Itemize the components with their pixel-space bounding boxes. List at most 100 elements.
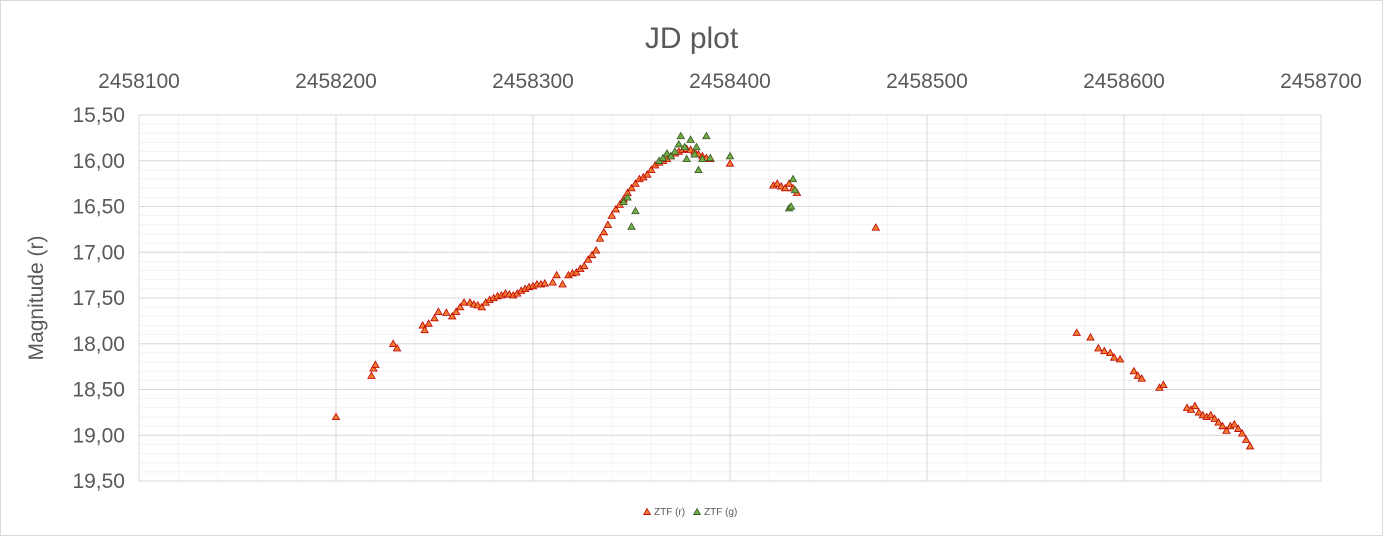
data-point (473, 300, 483, 309)
data-point (623, 192, 632, 201)
data-point (424, 319, 433, 327)
data-point (627, 183, 636, 192)
data-point (603, 220, 613, 228)
data-point (1241, 435, 1251, 443)
data-point (1086, 332, 1095, 341)
y-tick-label: 18,50 (72, 379, 125, 402)
y-tick-label: 19,00 (72, 424, 125, 447)
data-point (627, 222, 636, 230)
data-point (790, 185, 800, 194)
data-point (1094, 343, 1103, 352)
data-point (607, 211, 617, 219)
data-point (572, 267, 581, 276)
data-point (611, 204, 621, 213)
data-point (1105, 348, 1115, 357)
y-axis-tick-labels: 15,50 16,00 16,50 17,00 17,50 18,00 18,50 19,00… (72, 104, 125, 493)
chart-title: JD plot (644, 22, 739, 55)
data-point (1186, 405, 1196, 413)
data-point (642, 170, 652, 178)
data-point (451, 307, 461, 315)
data-point (455, 302, 465, 311)
data-point (369, 364, 378, 372)
y-tick-label: 17,50 (72, 287, 125, 310)
data-point (331, 412, 341, 421)
data-point (1218, 421, 1227, 430)
data-point (1072, 328, 1082, 336)
data-point (1237, 429, 1247, 437)
x-tick-label: 2458100 (98, 70, 180, 93)
data-point (646, 165, 656, 174)
data-point (694, 165, 703, 174)
data-point (442, 308, 451, 316)
data-point (690, 149, 699, 158)
legend: ZTF (r) ZTF (g) (642, 507, 737, 518)
x-tick-label: 2458700 (1280, 70, 1362, 93)
legend-marker (642, 507, 652, 515)
data-point (788, 174, 798, 183)
data-point (1194, 407, 1204, 416)
y-tick-label: 16,50 (72, 196, 125, 219)
data-point (776, 181, 786, 190)
series-ztf-g (619, 131, 800, 230)
data-point (371, 360, 380, 368)
data-point (619, 197, 628, 206)
data-point (1109, 353, 1119, 361)
data-point (1222, 426, 1231, 434)
legend-label: ZTF (r) (654, 507, 685, 518)
data-point (706, 153, 715, 162)
x-tick-label: 2458600 (1083, 70, 1165, 93)
x-tick-label: 2458200 (295, 70, 377, 93)
data-point (367, 371, 376, 379)
data-point (599, 227, 609, 236)
data-point (1230, 419, 1239, 428)
data-point (477, 302, 487, 311)
data-point (871, 223, 881, 231)
data-point (1100, 346, 1109, 355)
data-point (1159, 380, 1168, 389)
data-point (430, 313, 439, 322)
data-points (331, 131, 1255, 450)
data-point (1182, 403, 1192, 411)
x-tick-label: 2458300 (492, 70, 574, 93)
data-point (540, 278, 550, 287)
data-point (682, 154, 691, 163)
data-point (1129, 366, 1139, 375)
data-point (1214, 418, 1223, 426)
data-point (686, 135, 695, 143)
data-point (465, 298, 475, 306)
gridlines (138, 114, 1322, 482)
y-tick-label: 15,50 (72, 104, 125, 127)
data-point (698, 154, 707, 163)
data-point (686, 145, 695, 153)
data-point (784, 179, 794, 187)
y-tick-label: 18,00 (72, 333, 125, 356)
data-point (548, 278, 557, 286)
data-point (392, 343, 402, 352)
y-axis-label: Magnitude (r) (25, 236, 48, 361)
x-tick-label: 2458400 (689, 70, 771, 93)
x-tick-label: 2458500 (886, 70, 968, 93)
data-point (1137, 374, 1147, 382)
data-point (1206, 410, 1215, 419)
y-tick-label: 17,00 (72, 241, 125, 264)
data-point (772, 179, 782, 187)
y-tick-label: 19,50 (72, 470, 125, 493)
data-point (1133, 371, 1143, 379)
data-point (666, 151, 676, 160)
data-point (658, 153, 668, 162)
legend-marker (692, 507, 702, 515)
data-point (1190, 401, 1200, 410)
data-point (420, 325, 429, 334)
data-point (702, 131, 711, 140)
data-point (1210, 414, 1219, 422)
legend-label: ZTF (g) (704, 507, 737, 518)
data-point (631, 179, 640, 187)
x-axis-tick-labels: 2458100 2458200 2458300 2458400 2458500 24586… (98, 70, 1362, 93)
data-point (692, 142, 701, 151)
data-point (670, 147, 680, 155)
data-point (558, 279, 567, 288)
data-point (587, 250, 597, 259)
data-point (595, 234, 605, 242)
